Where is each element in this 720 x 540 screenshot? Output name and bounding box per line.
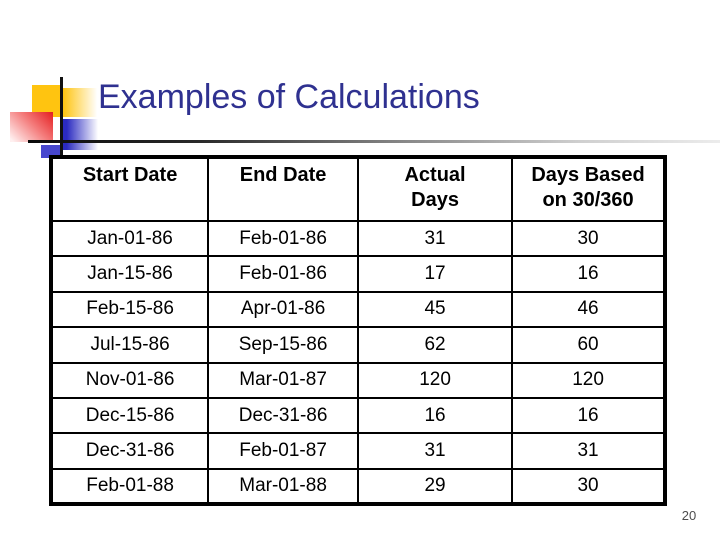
column-header-actual-days: Actual Days <box>356 156 514 222</box>
cell-days-30-360: 16 <box>511 255 666 293</box>
cell-start-date: Jan-01-86 <box>49 219 210 258</box>
table-row: Dec-31-86 Feb-01-87 31 31 <box>49 432 666 470</box>
slide-title: Examples of Calculations <box>98 78 480 116</box>
cell-end-date: Sep-15-86 <box>207 326 359 364</box>
table-row: Dec-15-86 Dec-31-86 16 16 <box>49 396 666 435</box>
page-number: 20 <box>681 508 697 523</box>
cell-end-date: Dec-31-86 <box>207 396 359 435</box>
cell-start-date: Jul-15-86 <box>49 326 210 364</box>
column-header-start-date: Start Date <box>49 156 210 222</box>
cell-actual-days: 17 <box>356 255 514 293</box>
decoration-vertical-crosshair-line <box>60 77 63 163</box>
table-row: Feb-15-86 Apr-01-86 45 46 <box>49 290 666 329</box>
decoration-yellow-fade-bar <box>63 88 99 117</box>
cell-days-30-360: 46 <box>511 290 666 329</box>
cell-actual-days: 16 <box>356 396 514 435</box>
cell-days-30-360: 60 <box>511 326 666 364</box>
cell-end-date: Feb-01-86 <box>207 255 359 293</box>
cell-actual-days: 29 <box>356 467 514 506</box>
decoration-blue-small-square <box>41 145 62 158</box>
cell-start-date: Jan-15-86 <box>49 255 210 293</box>
cell-days-30-360: 31 <box>511 432 666 470</box>
table-row: Jul-15-86 Sep-15-86 62 60 <box>49 326 666 364</box>
cell-start-date: Dec-15-86 <box>49 396 210 435</box>
cell-actual-days: 62 <box>356 326 514 364</box>
column-header-days-30-360: Days Based on 30/360 <box>511 156 666 222</box>
table-header-row: Start Date End Date Actual Days Days Bas… <box>49 156 666 222</box>
calculations-table: Start Date End Date Actual Days Days Bas… <box>49 155 667 506</box>
decoration-red-gradient-square <box>10 112 53 142</box>
table-row: Jan-01-86 Feb-01-86 31 30 <box>49 219 666 258</box>
cell-start-date: Feb-01-88 <box>49 467 210 506</box>
column-header-end-date: End Date <box>207 156 359 222</box>
cell-days-30-360: 30 <box>511 467 666 506</box>
decoration-blue-gradient-square <box>63 119 100 150</box>
cell-start-date: Dec-31-86 <box>49 432 210 470</box>
cell-end-date: Apr-01-86 <box>207 290 359 329</box>
decoration-yellow-square <box>32 85 62 117</box>
cell-days-30-360: 30 <box>511 219 666 258</box>
cell-days-30-360: 120 <box>511 361 666 399</box>
cell-end-date: Mar-01-88 <box>207 467 359 506</box>
decoration-horizontal-rule <box>28 140 720 143</box>
cell-actual-days: 45 <box>356 290 514 329</box>
table-row: Feb-01-88 Mar-01-88 29 30 <box>49 467 666 506</box>
cell-end-date: Feb-01-87 <box>207 432 359 470</box>
cell-days-30-360: 16 <box>511 396 666 435</box>
cell-start-date: Feb-15-86 <box>49 290 210 329</box>
table-row: Jan-15-86 Feb-01-86 17 16 <box>49 255 666 293</box>
cell-start-date: Nov-01-86 <box>49 361 210 399</box>
cell-end-date: Mar-01-87 <box>207 361 359 399</box>
cell-actual-days: 120 <box>356 361 514 399</box>
cell-end-date: Feb-01-86 <box>207 219 359 258</box>
cell-actual-days: 31 <box>356 432 514 470</box>
cell-actual-days: 31 <box>356 219 514 258</box>
table-row: Nov-01-86 Mar-01-87 120 120 <box>49 361 666 399</box>
